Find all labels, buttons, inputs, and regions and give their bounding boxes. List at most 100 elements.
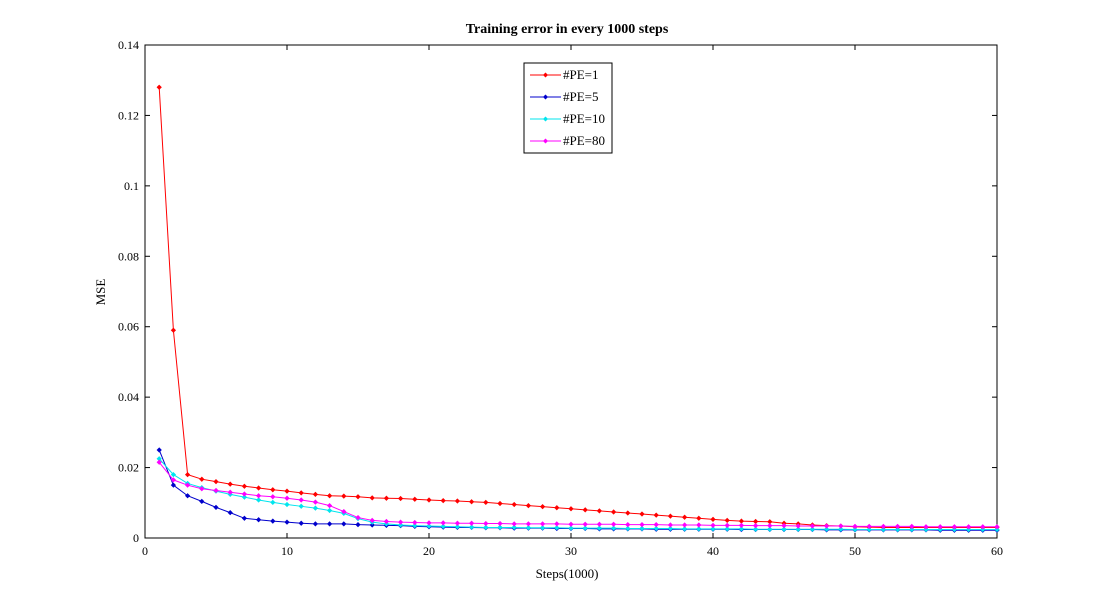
data-point	[227, 481, 233, 487]
data-point	[369, 522, 375, 528]
data-point	[752, 526, 759, 532]
data-point	[241, 483, 248, 489]
legend-entry: #PE=10	[530, 111, 605, 126]
data-point	[255, 485, 262, 491]
x-tick-label: 0	[142, 544, 148, 558]
data-point	[397, 495, 404, 502]
data-point	[625, 525, 631, 532]
data-point	[781, 526, 787, 532]
data-point	[866, 523, 872, 530]
data-point	[639, 511, 645, 517]
data-point	[355, 521, 361, 528]
data-point	[610, 521, 617, 527]
data-point	[170, 482, 177, 488]
data-point	[838, 526, 844, 532]
data-point	[653, 512, 659, 518]
data-point	[426, 497, 432, 503]
data-point	[596, 508, 603, 514]
data-point	[894, 526, 901, 533]
data-point	[823, 523, 830, 529]
data-point	[838, 523, 844, 529]
data-point	[653, 525, 659, 532]
data-point	[199, 498, 205, 505]
data-point	[568, 506, 574, 512]
data-point	[710, 516, 716, 522]
data-point	[965, 526, 972, 533]
data-point	[497, 520, 503, 527]
data-point	[440, 523, 446, 530]
data-point	[270, 518, 276, 524]
data-point	[795, 526, 801, 532]
legend-entry: #PE=1	[530, 67, 599, 82]
data-point	[241, 491, 248, 497]
y-axis-label: MSE	[93, 279, 108, 306]
y-tick-label: 0.08	[118, 249, 139, 263]
x-tick-label: 30	[565, 544, 577, 558]
legend-marker	[543, 94, 548, 100]
data-point	[199, 476, 205, 482]
data-point	[809, 523, 816, 529]
data-point	[681, 522, 688, 528]
data-point	[625, 510, 631, 516]
legend-label: #PE=10	[563, 111, 605, 126]
data-point	[696, 526, 702, 532]
data-point	[852, 526, 858, 533]
data-point	[525, 525, 532, 531]
y-tick-label: 0.06	[118, 320, 139, 334]
series-4	[156, 459, 1000, 530]
data-point	[909, 523, 915, 530]
data-point	[184, 471, 191, 478]
data-point	[312, 505, 319, 511]
data-point	[326, 507, 333, 514]
data-point	[326, 502, 333, 509]
data-point	[241, 494, 248, 500]
data-point	[738, 522, 745, 528]
data-point	[923, 526, 929, 533]
data-point	[312, 491, 319, 497]
legend-marker	[543, 72, 548, 78]
data-point	[994, 524, 1000, 530]
data-point	[156, 84, 162, 90]
data-point	[582, 507, 588, 513]
data-point	[412, 519, 418, 526]
data-point	[213, 479, 219, 485]
data-point	[426, 523, 432, 529]
data-point	[511, 524, 517, 531]
y-tick-label: 0.04	[118, 390, 139, 404]
data-point	[767, 523, 773, 529]
data-point	[255, 517, 262, 523]
data-point	[880, 523, 887, 530]
data-point	[213, 487, 219, 494]
data-point	[923, 524, 929, 530]
data-point	[270, 487, 276, 493]
axis-ticks: 0 10 20 30 40 50 60 0 0.02 0.04 0.06 0.08 0.1 0.12 0.1…	[118, 38, 1003, 558]
data-point	[738, 526, 745, 532]
data-point	[227, 510, 233, 516]
data-point	[383, 495, 390, 501]
data-point	[568, 525, 574, 531]
data-point	[696, 522, 702, 528]
data-point	[440, 498, 446, 504]
data-point	[823, 526, 830, 532]
data-point	[170, 477, 177, 483]
data-point	[539, 525, 546, 531]
data-point	[980, 524, 986, 530]
data-point	[554, 525, 560, 531]
data-point	[298, 503, 304, 509]
y-tick-label: 0	[133, 531, 139, 545]
data-point	[284, 501, 290, 508]
data-point	[483, 524, 489, 531]
data-point	[326, 521, 333, 527]
data-point	[667, 525, 674, 532]
data-point	[582, 521, 588, 527]
data-point	[298, 490, 304, 496]
data-point	[355, 494, 361, 500]
data-point	[412, 496, 418, 502]
y-tick-label: 0.02	[118, 461, 139, 475]
data-point	[468, 524, 475, 530]
data-point	[270, 494, 276, 500]
data-point	[454, 524, 461, 530]
data-point	[667, 522, 674, 528]
data-point	[937, 524, 943, 530]
